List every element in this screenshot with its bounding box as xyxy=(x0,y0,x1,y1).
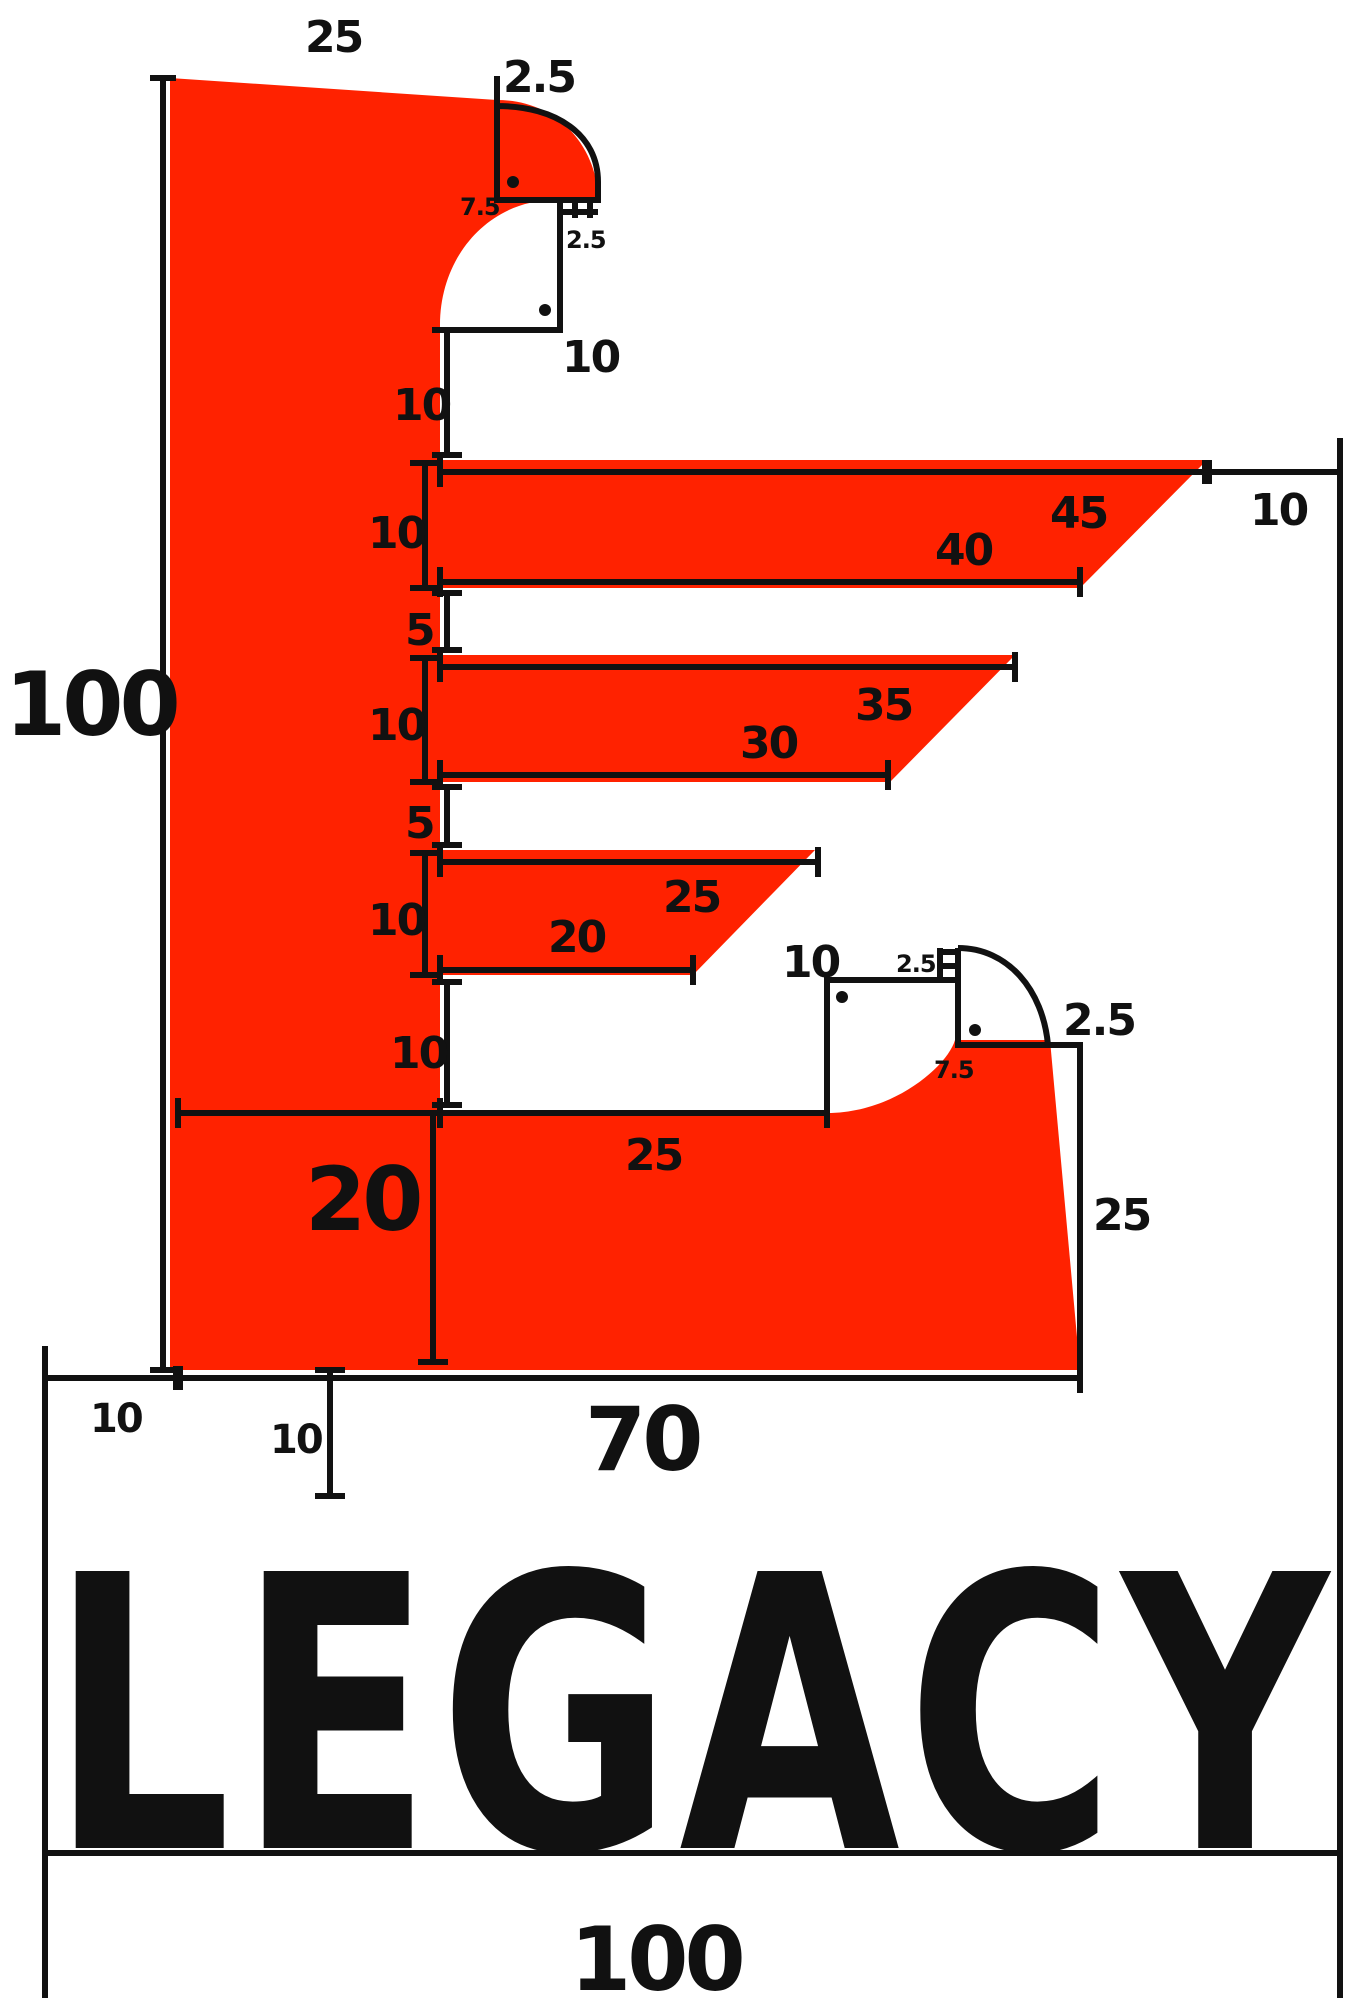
label-gap1: 5 xyxy=(405,605,434,656)
bar-2 xyxy=(440,655,1015,782)
label-right-margin: 10 xyxy=(1250,485,1308,536)
label-bar2-top: 35 xyxy=(855,680,912,731)
label-base-gap: 25 xyxy=(625,1130,682,1181)
label-title-gap: 10 xyxy=(270,1417,322,1463)
label-base-height: 20 xyxy=(305,1148,420,1251)
label-gap-top: 10 xyxy=(393,380,451,431)
label-bar1-bottom: 40 xyxy=(935,525,993,576)
bar-3 xyxy=(440,850,815,975)
label-bot-notch: 2.5 xyxy=(1063,995,1135,1046)
label-gap-bottom: 10 xyxy=(390,1028,448,1079)
label-top-width: 25 xyxy=(305,12,362,63)
dimension-lines xyxy=(42,75,1343,1998)
label-bar1-top: 45 xyxy=(1050,488,1107,539)
bar-1 xyxy=(440,460,1207,588)
label-bot-radius: 7.5 xyxy=(934,1056,974,1084)
top-notch-outline xyxy=(494,76,601,203)
bottom-inner-outline xyxy=(824,977,958,1110)
main-body xyxy=(170,78,1080,1370)
label-base-width: 70 xyxy=(585,1388,700,1491)
label-top-lip: 2.5 xyxy=(566,226,606,254)
label-bar3-bottom: 20 xyxy=(548,912,606,963)
red-letter-shape xyxy=(170,78,1207,1370)
label-bar1-height: 10 xyxy=(368,508,426,559)
label-bar3-top: 25 xyxy=(663,872,720,923)
label-height-total: 100 xyxy=(5,653,177,756)
label-base-side: 25 xyxy=(1093,1190,1150,1241)
label-bar2-bottom: 30 xyxy=(740,718,798,769)
label-bar2-height: 10 xyxy=(368,700,426,751)
label-top-radius: 7.5 xyxy=(460,193,500,221)
label-top-notch: 2.5 xyxy=(503,52,575,103)
center-dots xyxy=(507,176,981,1036)
top-inner-outline xyxy=(440,200,563,333)
label-total-width: 100 xyxy=(570,1908,742,1998)
legacy-wordmark: LEGACY xyxy=(50,1495,1335,1938)
label-bar3-height: 10 xyxy=(368,895,426,946)
dimension-labels: 25 2.5 7.5 2.5 10 10 100 10 10 45 40 5 1… xyxy=(5,12,1310,1998)
label-gap2: 5 xyxy=(405,798,434,849)
label-left-margin: 10 xyxy=(90,1396,142,1442)
label-bot-inner: 10 xyxy=(782,937,840,988)
label-bot-lip: 2.5 xyxy=(896,950,936,978)
label-top-inner: 10 xyxy=(562,332,620,383)
bottom-notch-arc xyxy=(957,945,1051,1046)
bottom-notch-outline xyxy=(955,948,1083,1370)
